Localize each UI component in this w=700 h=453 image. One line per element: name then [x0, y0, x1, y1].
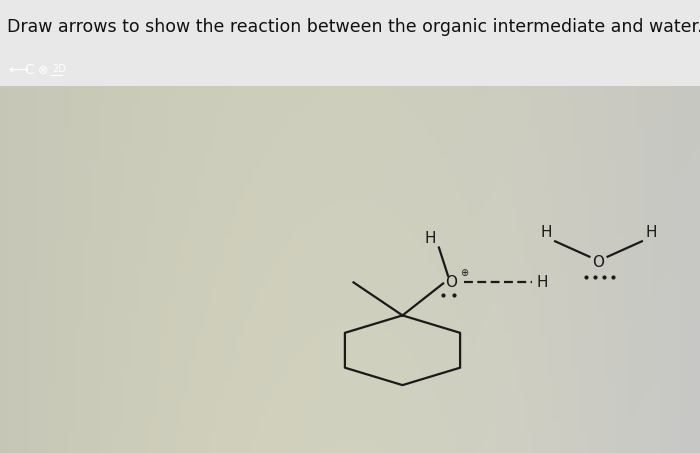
Text: H: H [537, 275, 548, 290]
Text: H: H [645, 225, 657, 241]
Text: ⊗: ⊗ [38, 64, 48, 77]
Text: H: H [540, 225, 552, 241]
Text: O: O [445, 275, 458, 290]
Text: C: C [24, 63, 34, 77]
Text: Draw arrows to show the reaction between the organic intermediate and water.: Draw arrows to show the reaction between… [7, 18, 700, 36]
Text: ⟵: ⟵ [8, 63, 28, 77]
Text: H: H [425, 231, 436, 246]
Text: 2D: 2D [52, 63, 66, 74]
Text: O: O [592, 255, 605, 270]
Text: ⊕: ⊕ [460, 268, 468, 278]
